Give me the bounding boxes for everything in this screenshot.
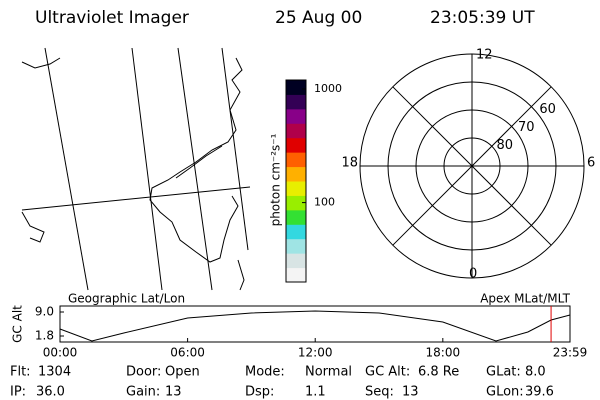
field-label: Gain:	[126, 385, 160, 400]
time: 23:05:39 UT	[430, 8, 535, 28]
color-step	[286, 253, 306, 269]
color-step	[286, 108, 306, 124]
colorbar-tick-label: 1000	[314, 82, 342, 95]
field-label: Flt:	[10, 365, 31, 380]
map	[21, 47, 251, 291]
color-step	[286, 137, 306, 153]
coast	[21, 57, 61, 69]
lat-circle	[415, 109, 529, 223]
lat-label: 80	[497, 138, 514, 153]
colorbar-tick-label: 100	[314, 196, 335, 209]
lat-circle	[443, 137, 501, 195]
coast	[149, 57, 243, 263]
altitude-plot: Geographic Lat/Lon Apex MLat/MLT GC Alt 1.8…	[11, 292, 588, 360]
color-step	[286, 181, 306, 196]
date: 25 Aug 00	[275, 8, 362, 28]
color-step	[286, 166, 306, 182]
meridian	[131, 47, 163, 291]
field-value: 8.0	[525, 365, 546, 380]
x-tick-label: 23:59	[553, 346, 588, 360]
field-value: 13	[402, 385, 419, 400]
mlt-label: 6	[587, 156, 595, 171]
field-label: Mode:	[245, 365, 285, 380]
field-label: Seq:	[365, 385, 394, 400]
altitude-line	[59, 310, 571, 342]
field-value: 6.8 Re	[418, 365, 459, 380]
field-value: 13	[165, 385, 182, 400]
field-label: Door:	[126, 365, 161, 380]
plot-title-left: Geographic Lat/Lon	[68, 292, 185, 306]
plot-title-right: Apex MLat/MLT	[480, 292, 570, 306]
field-value: 1.1	[305, 385, 326, 400]
mlt-label: 18	[341, 156, 358, 171]
color-step	[286, 267, 306, 283]
field-value: Open	[165, 365, 200, 380]
instrument: Ultraviolet Imager	[35, 8, 189, 28]
x-tick-label: 06:00	[170, 346, 205, 360]
field-label: GLon:	[486, 385, 524, 400]
colorbar: 100 1000	[285, 79, 342, 283]
lat-label: 70	[518, 120, 535, 135]
y-tick-label: 9.0	[35, 305, 54, 319]
mlt-label: 0	[469, 267, 477, 282]
x-tick-label: 12:00	[298, 346, 333, 360]
meridian	[221, 47, 249, 251]
field-value: Normal	[305, 365, 352, 380]
y-tick-label: 1.8	[35, 329, 54, 343]
field-value: 39.6	[525, 385, 554, 400]
y-axis-label: GC Alt	[11, 305, 25, 343]
coast	[175, 145, 223, 179]
status-panel: Flt: 1304 Door: Open Mode: Normal GC Alt: 6.8 R…	[10, 365, 554, 400]
field-value: 1304	[38, 365, 71, 380]
field-label: GC Alt:	[365, 365, 410, 380]
color-step	[286, 238, 306, 254]
colorbar-frame	[285, 79, 307, 283]
field-label: GLat:	[486, 365, 521, 380]
mlt-label: 12	[476, 48, 493, 63]
color-step	[286, 224, 306, 240]
meridian	[44, 47, 89, 291]
coast	[237, 259, 245, 291]
lat-circle	[387, 81, 557, 251]
x-tick-label: 18:00	[426, 346, 461, 360]
coast	[21, 211, 45, 243]
color-step	[286, 80, 306, 95]
parallel	[21, 186, 251, 211]
color-step	[286, 195, 306, 211]
field-label: Dsp:	[245, 385, 274, 400]
x-tick-label: 00:00	[43, 346, 78, 360]
meridian	[177, 47, 213, 291]
field-label: IP:	[10, 385, 26, 400]
color-step	[286, 123, 306, 139]
colorbar-label: photon cm⁻²s⁻¹	[269, 133, 283, 226]
color-step	[286, 209, 306, 225]
field-value: 36.0	[36, 385, 65, 400]
lat-label: 60	[539, 102, 556, 117]
color-step	[286, 94, 306, 110]
color-step	[286, 152, 306, 168]
